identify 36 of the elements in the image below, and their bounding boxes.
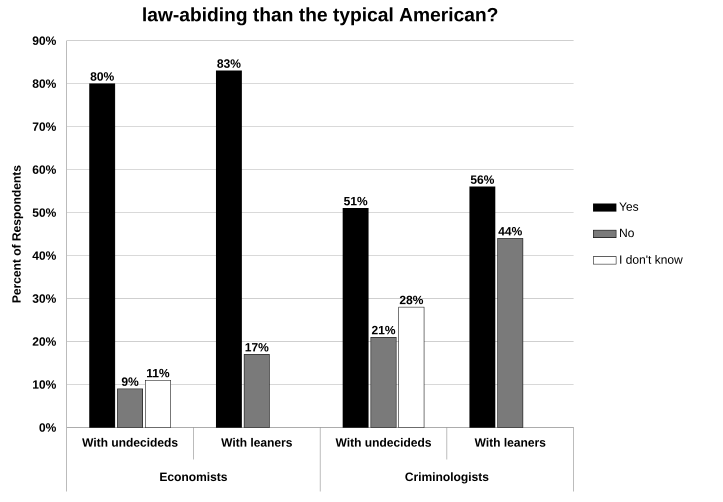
y-tick-label: 90%: [32, 36, 56, 45]
y-tick-label: 0%: [39, 423, 56, 432]
data-label: 9%: [122, 377, 138, 386]
y-tick-label: 20%: [32, 337, 56, 346]
text: Economists: [160, 472, 227, 481]
legend-label: I don't know: [620, 254, 683, 264]
y-tick-label: 70%: [32, 122, 56, 131]
data-label: 11%: [147, 368, 170, 378]
x-tick-label: With undecideds: [336, 438, 432, 447]
legend-label: Yes: [619, 202, 638, 211]
y-tick-label: 10%: [33, 380, 56, 389]
y-tick-label: 60%: [32, 165, 56, 174]
data-label: 28%: [400, 296, 424, 304]
bar: [398, 306, 424, 428]
legend-label: No: [620, 228, 634, 238]
bar: [144, 380, 171, 428]
data-label: 21%: [372, 326, 396, 334]
bar: [216, 70, 242, 428]
data-label: 51%: [344, 196, 368, 206]
y-tick-label: 80%: [32, 79, 56, 88]
bar: [89, 83, 116, 428]
data-label: 44%: [498, 226, 522, 236]
chart-title: law-abiding than the typical American?: [143, 7, 498, 26]
data-label: 80%: [90, 72, 114, 81]
y-tick-label: 40%: [32, 251, 56, 260]
data-label: 17%: [246, 342, 268, 352]
y-axis-title: Percent of Respondents: [12, 165, 24, 302]
data-label: 56%: [470, 175, 494, 184]
x-tick-label: With leaners: [221, 438, 292, 447]
y-tick-label: 50%: [32, 208, 56, 217]
x-tick-label: With undecideds: [82, 438, 178, 447]
data-label: 83%: [217, 59, 241, 68]
x-tick-label: With leaners: [474, 438, 546, 447]
text: Criminologists: [405, 472, 488, 484]
bar: [342, 208, 369, 428]
y-tick-label: 30%: [32, 294, 56, 303]
